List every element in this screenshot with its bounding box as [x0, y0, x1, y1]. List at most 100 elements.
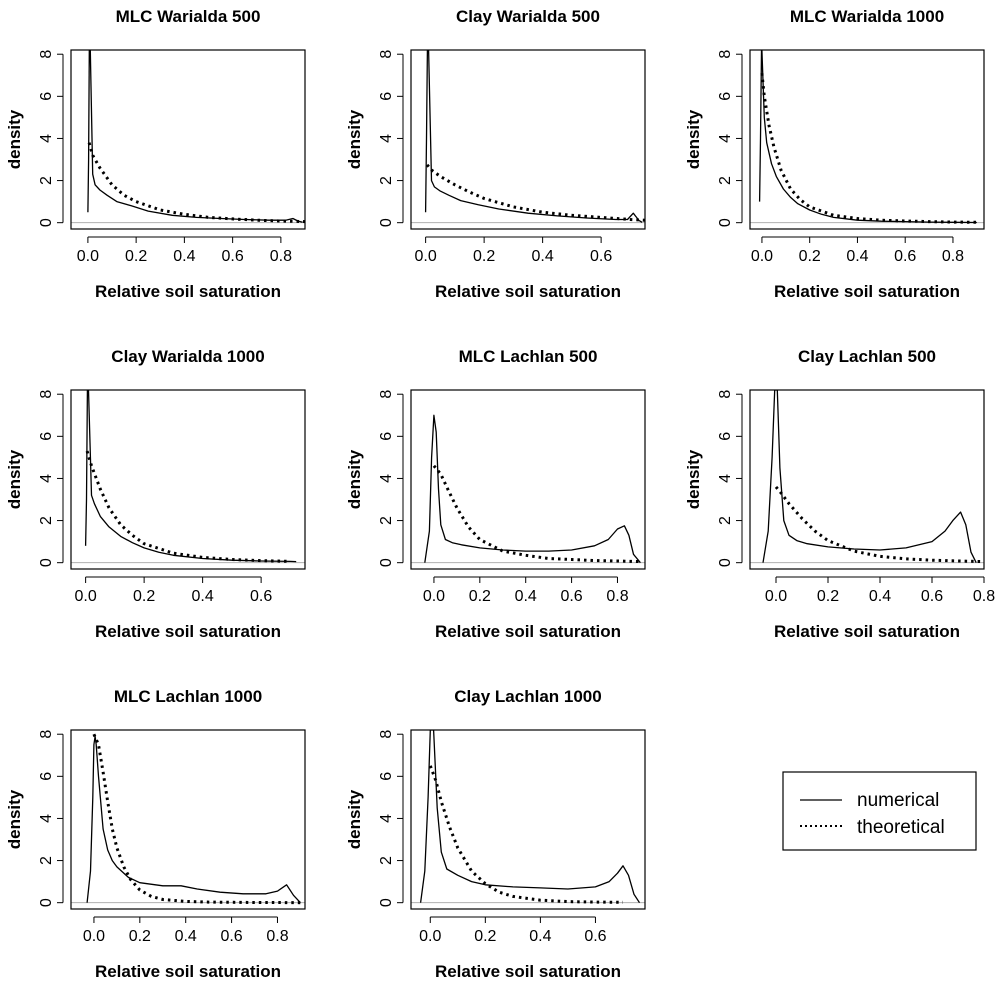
y-tick-label: 2	[717, 176, 734, 185]
y-tick-label: 6	[717, 92, 734, 101]
plot-frame	[70, 49, 306, 230]
panel-8: Clay Lachlan 1000 0.0 0.2 0.4 0.6 0 2 4 6 8 Relati…	[345, 687, 646, 981]
x-tick-label: 0.8	[266, 928, 288, 945]
x-tick-label: 0.2	[133, 588, 155, 605]
y-tick-label: 6	[378, 92, 395, 101]
panel-3: MLC Warialda 1000 0.0 0.2 0.4 0.6 0.8 0 2 4 6 8 Rel…	[684, 7, 985, 301]
series-numerical-line	[762, 390, 977, 563]
series-theoretical-line	[87, 142, 305, 224]
panel-title: MLC Warialda 1000	[790, 7, 944, 26]
y-axis-label: density	[345, 789, 364, 849]
x-tick-label: 0.0	[75, 588, 97, 605]
series-numerical-line	[424, 50, 643, 223]
x-tick-label: 0.6	[250, 588, 272, 605]
x-tick-label: 0.4	[173, 248, 195, 265]
y-tick-label: 6	[378, 432, 395, 441]
panel-title: MLC Lachlan 1000	[114, 687, 262, 706]
y-tick-label: 6	[38, 432, 55, 441]
x-tick-label: 0.2	[799, 248, 821, 265]
plot-frame	[749, 49, 985, 230]
plot-frame	[410, 49, 646, 230]
x-tick-label: 0.4	[175, 928, 197, 945]
y-tick-label: 8	[378, 730, 395, 739]
x-axis-label: Relative soil saturation	[95, 282, 281, 301]
x-tick-label: 0.8	[942, 248, 964, 265]
x-tick-label: 0.0	[751, 248, 773, 265]
y-tick-label: 8	[717, 50, 734, 59]
panel-1: MLC Warialda 500 0.0 0.2 0.4 0.6 0.8 0 2 4 6 8 Rela…	[5, 7, 306, 301]
legend: numerical theoretical	[782, 771, 977, 851]
panel-title: Clay Warialda 500	[456, 7, 600, 26]
x-tick-label: 0.4	[869, 588, 891, 605]
panel-title: Clay Warialda 1000	[111, 347, 264, 366]
x-tick-label: 0.8	[973, 588, 995, 605]
y-tick-label: 6	[378, 772, 395, 781]
y-axis-label: density	[5, 789, 24, 849]
panel-2: Clay Warialda 500 0.0 0.2 0.4 0.6 0 2 4 6 8 Relati…	[345, 7, 646, 301]
y-tick-label: 2	[378, 516, 395, 525]
x-tick-label: 0.0	[765, 588, 787, 605]
panel-5: MLC Lachlan 500 0.0 0.2 0.4 0.6 0.8 0 2 4 6 8 Relat…	[345, 347, 646, 641]
y-tick-label: 8	[378, 390, 395, 399]
plot-frame	[70, 389, 306, 570]
plot-frame	[749, 389, 985, 570]
x-tick-label: 0.2	[473, 248, 495, 265]
y-tick-label: 2	[378, 856, 395, 865]
panel-4: Clay Warialda 1000 0.0 0.2 0.4 0.6 0 2 4 6 8 Relat…	[5, 347, 306, 641]
x-tick-label: 0.2	[817, 588, 839, 605]
y-tick-label: 0	[38, 218, 55, 227]
y-tick-label: 4	[38, 814, 55, 823]
series-theoretical-line	[760, 73, 977, 224]
x-tick-label: 0.2	[469, 588, 491, 605]
x-tick-label: 0.4	[515, 588, 537, 605]
x-tick-label: 0.0	[83, 928, 105, 945]
y-tick-label: 0	[378, 218, 395, 227]
legend-theoretical-label: theoretical	[857, 817, 945, 838]
y-tick-label: 2	[38, 176, 55, 185]
x-tick-label: 0.6	[560, 588, 582, 605]
legend-box	[782, 771, 977, 851]
x-tick-label: 0.0	[77, 248, 99, 265]
y-tick-label: 6	[38, 92, 55, 101]
x-tick-label: 0.0	[419, 928, 441, 945]
y-tick-label: 4	[378, 134, 395, 143]
x-axis-label: Relative soil saturation	[95, 962, 281, 981]
x-tick-label: 0.6	[222, 248, 244, 265]
x-axis-label: Relative soil saturation	[435, 282, 621, 301]
y-tick-label: 4	[717, 474, 734, 483]
series-numerical-line	[86, 735, 301, 904]
y-tick-label: 8	[378, 50, 395, 59]
x-axis-label: Relative soil saturation	[95, 622, 281, 641]
x-axis-label: Relative soil saturation	[435, 962, 621, 981]
y-tick-label: 2	[717, 516, 734, 525]
y-axis-label: density	[345, 109, 364, 169]
density-panels: MLC Warialda 500 0.0 0.2 0.4 0.6 0.8 0 2 4 6 8 Rela…	[5, 7, 995, 981]
series-numerical-line	[758, 50, 977, 224]
panel-title: Clay Lachlan 1000	[454, 687, 601, 706]
y-tick-label: 2	[38, 856, 55, 865]
series-theoretical-line	[428, 765, 624, 904]
y-axis-label: density	[5, 109, 24, 169]
y-axis-label: density	[345, 449, 364, 509]
x-tick-label: 0.6	[584, 928, 606, 945]
x-tick-label: 0.8	[606, 588, 628, 605]
x-tick-label: 0.6	[921, 588, 943, 605]
y-tick-label: 6	[38, 772, 55, 781]
x-tick-label: 0.4	[192, 588, 214, 605]
y-axis-label: density	[684, 109, 703, 169]
series-theoretical-line	[85, 450, 291, 563]
y-tick-label: 0	[378, 558, 395, 567]
series-numerical-line	[419, 730, 641, 904]
x-tick-label: 0.2	[129, 928, 151, 945]
y-tick-label: 4	[717, 134, 734, 143]
series-theoretical-line	[425, 163, 645, 222]
y-axis-label: density	[5, 449, 24, 509]
plot-frame	[70, 729, 306, 910]
y-tick-label: 0	[38, 898, 55, 907]
x-tick-label: 0.6	[894, 248, 916, 265]
y-tick-label: 4	[378, 814, 395, 823]
panel-title: MLC Warialda 500	[116, 7, 261, 26]
series-theoretical-line	[432, 464, 641, 564]
x-axis-label: Relative soil saturation	[435, 622, 621, 641]
